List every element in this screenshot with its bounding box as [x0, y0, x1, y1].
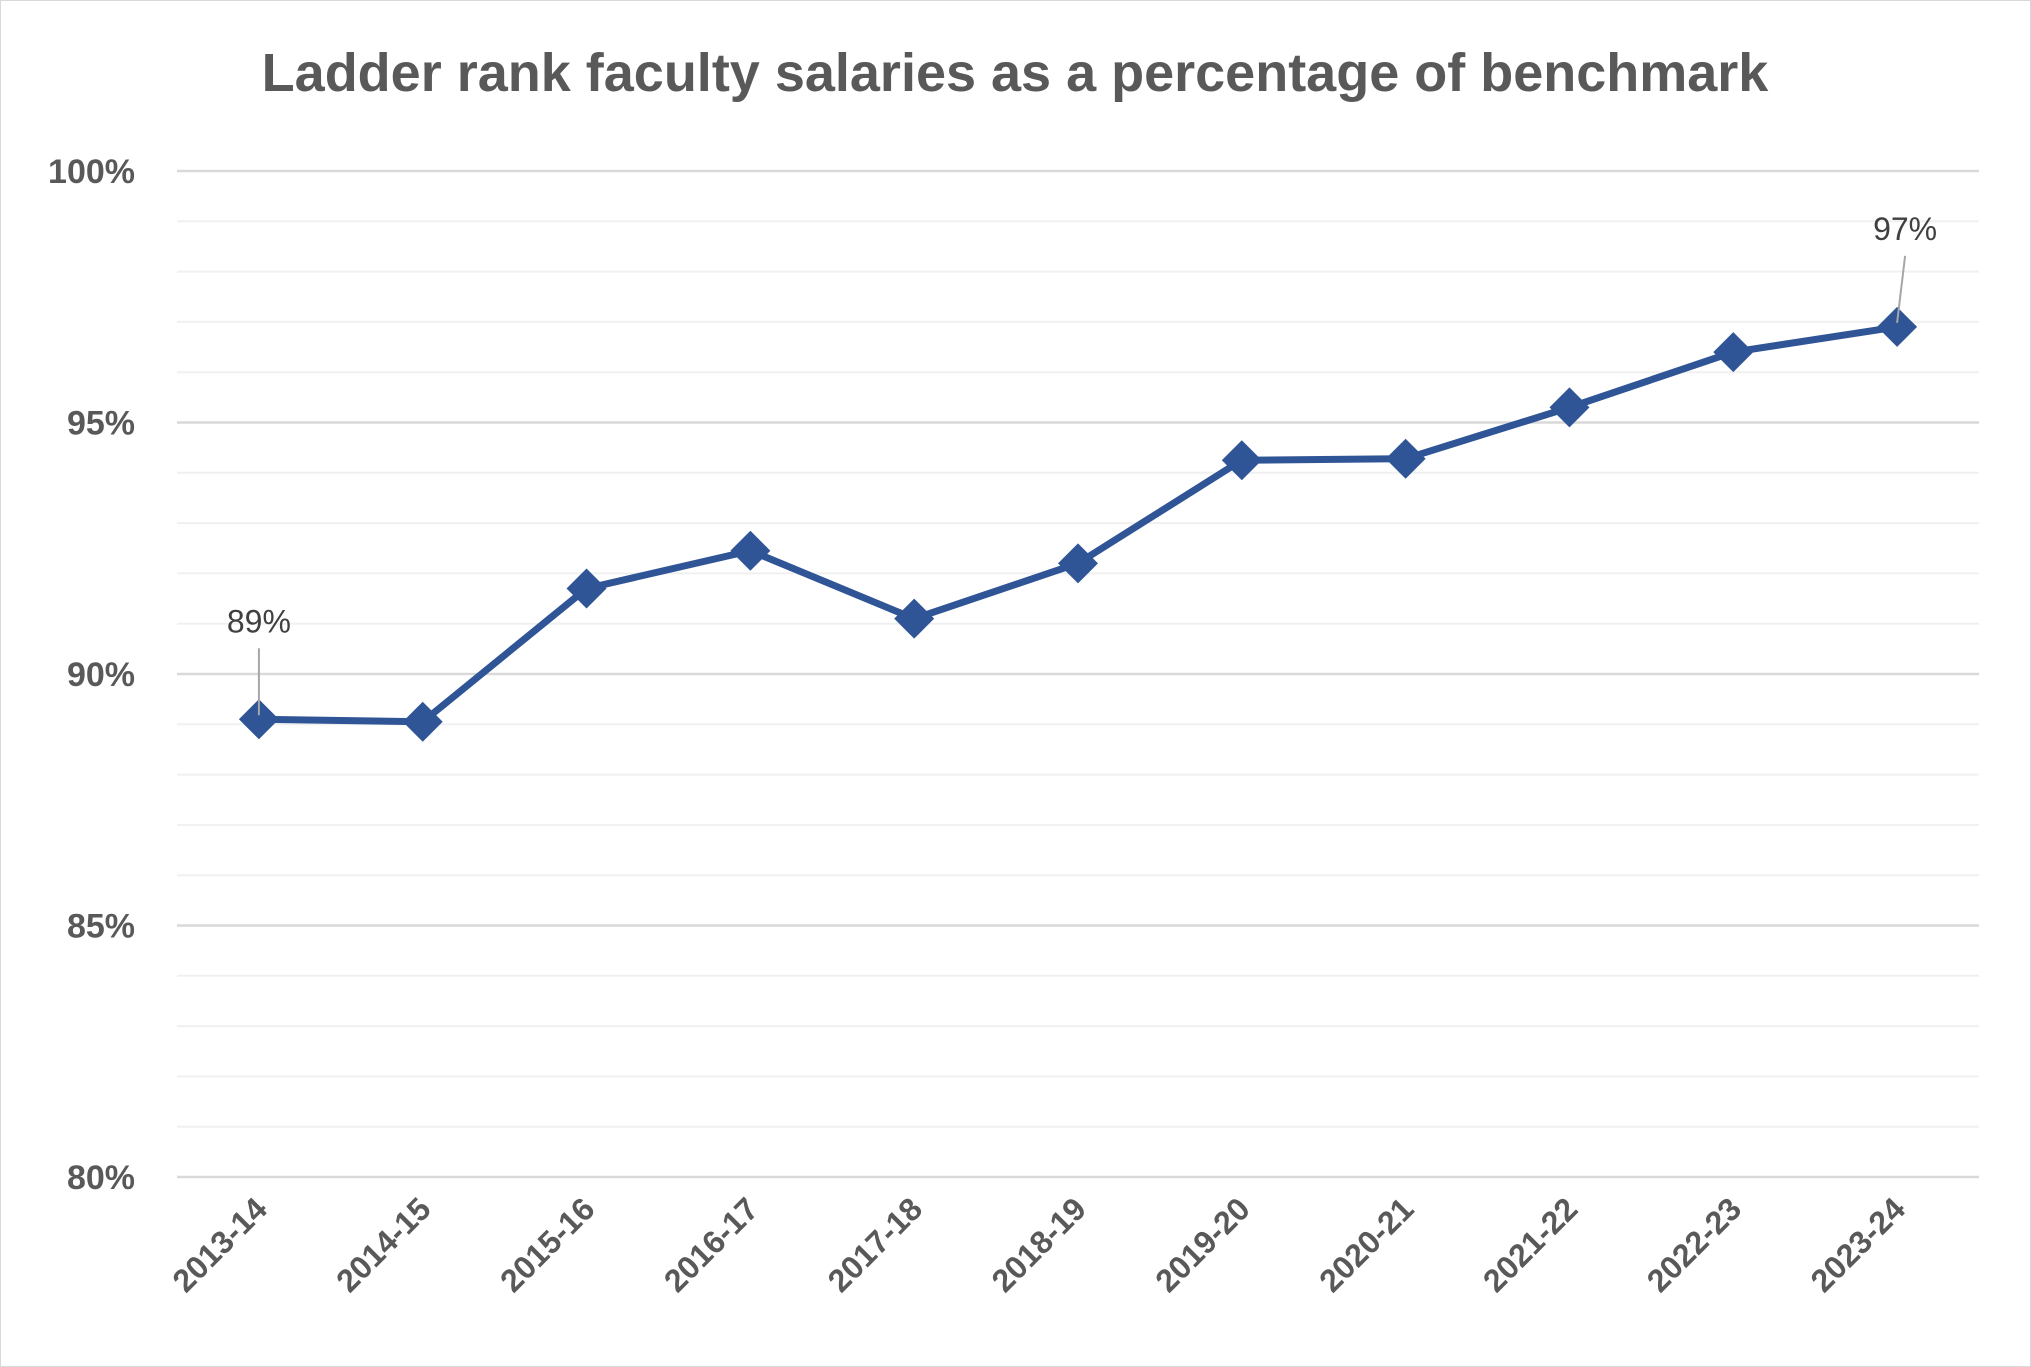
- data-point-marker: [894, 598, 935, 639]
- x-tick-label: 2019-20: [1148, 1190, 1256, 1298]
- gridlines: [177, 169, 1979, 1179]
- series-markers: [238, 306, 1918, 742]
- chart-title: Ladder rank faculty salaries as a percen…: [262, 43, 1770, 103]
- series-line: [255, 323, 1901, 726]
- data-label: 89%: [227, 603, 291, 639]
- y-tick-label: 90%: [67, 656, 135, 694]
- data-point-marker: [1877, 306, 1918, 347]
- series-polyline: [255, 323, 1901, 726]
- data-point-marker: [730, 530, 771, 571]
- y-axis-tick-labels: 80% 85% 90% 95% 100%: [48, 153, 135, 1197]
- data-point-marker: [1385, 438, 1426, 479]
- data-point-marker: [1221, 440, 1262, 481]
- x-tick-label: 2022-23: [1640, 1190, 1748, 1298]
- x-tick-label: 2015-16: [493, 1190, 601, 1298]
- data-labels: 89% 97%: [227, 211, 1937, 716]
- data-point-marker: [1058, 543, 1098, 584]
- y-tick-label: 100%: [48, 153, 135, 191]
- data-point-marker: [402, 701, 443, 742]
- y-tick-label: 85%: [67, 908, 135, 946]
- x-tick-label: 2021-22: [1476, 1190, 1584, 1298]
- x-tick-label: 2023-24: [1804, 1190, 1913, 1299]
- x-axis-tick-labels: 2013-14 2014-15 2015-16 2016-17 2017-18 2018-…: [165, 1190, 1912, 1299]
- data-label: 97%: [1873, 211, 1937, 247]
- data-point-marker: [238, 699, 279, 740]
- data-point-marker: [1713, 332, 1754, 373]
- data-point-marker: [566, 568, 607, 609]
- y-tick-label: 80%: [67, 1159, 135, 1197]
- x-tick-label: 2014-15: [329, 1190, 437, 1298]
- x-tick-label: 2020-21: [1312, 1190, 1420, 1298]
- data-label-leader: [1896, 255, 1907, 324]
- x-tick-label: 2016-17: [657, 1190, 765, 1298]
- x-tick-label: 2017-18: [821, 1190, 929, 1298]
- y-tick-label: 95%: [67, 405, 135, 443]
- x-tick-label: 2013-14: [165, 1190, 274, 1299]
- data-point-marker: [1549, 387, 1590, 428]
- x-tick-label: 2018-19: [984, 1190, 1092, 1298]
